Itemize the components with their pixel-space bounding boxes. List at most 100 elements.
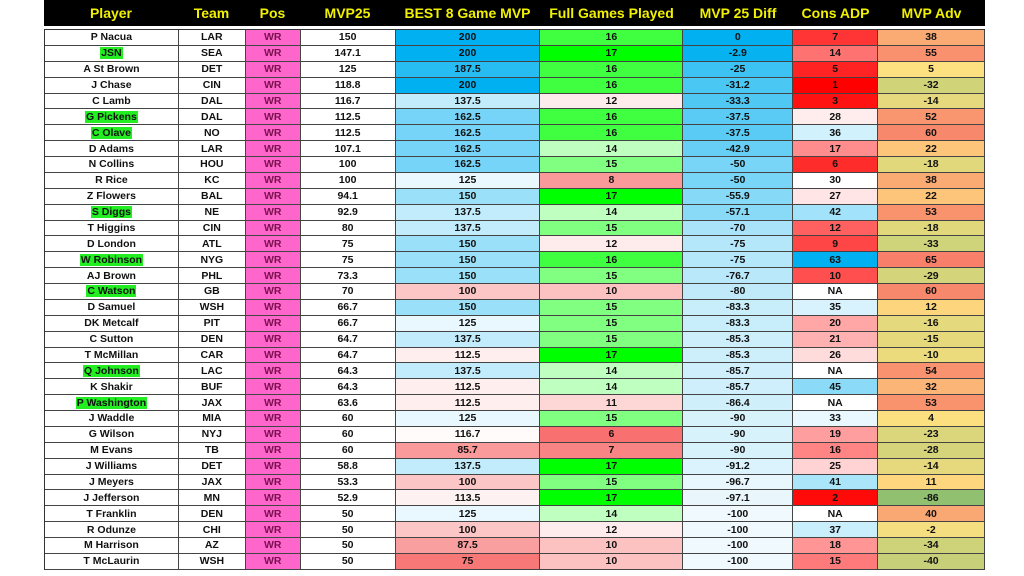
diff-cell[interactable]: -50 xyxy=(683,157,794,172)
header-player[interactable]: Player xyxy=(89,5,133,21)
best8-cell[interactable]: 137.5 xyxy=(395,458,541,474)
best8-cell[interactable]: 150 xyxy=(395,236,541,252)
diff-cell[interactable]: -96.7 xyxy=(683,474,794,490)
mvp25-cell[interactable]: 66.7 xyxy=(301,315,396,331)
pos-cell[interactable]: WR xyxy=(245,125,301,141)
adp-cell[interactable]: 17 xyxy=(793,141,879,156)
adp-cell[interactable]: 26 xyxy=(793,347,879,363)
player-cell[interactable]: M Harrison xyxy=(45,538,179,553)
player-cell[interactable]: C Sutton xyxy=(45,331,179,347)
adv-cell[interactable]: 32 xyxy=(878,379,985,395)
adv-cell[interactable]: 38 xyxy=(878,172,985,188)
player-cell[interactable]: T Higgins xyxy=(45,220,179,236)
games-cell[interactable]: 11 xyxy=(540,395,684,410)
team-cell[interactable]: CIN xyxy=(179,220,246,236)
mvp25-cell[interactable]: 100 xyxy=(301,172,396,188)
team-cell[interactable]: LAC xyxy=(179,363,246,379)
best8-cell[interactable]: 150 xyxy=(395,252,541,268)
adv-cell[interactable]: -10 xyxy=(878,347,985,363)
diff-cell[interactable]: -85.7 xyxy=(683,363,794,379)
adp-cell[interactable]: 15 xyxy=(793,553,879,569)
adv-cell[interactable]: -34 xyxy=(878,538,985,553)
player-cell[interactable]: P Nacua xyxy=(45,30,179,45)
adp-cell[interactable]: 21 xyxy=(793,331,879,347)
team-cell[interactable]: CIN xyxy=(179,77,246,93)
best8-cell[interactable]: 125 xyxy=(395,172,541,188)
team-cell[interactable]: DET xyxy=(179,61,246,77)
adv-cell[interactable]: -16 xyxy=(878,315,985,331)
pos-cell[interactable]: WR xyxy=(245,363,301,379)
diff-cell[interactable]: -97.1 xyxy=(683,490,794,506)
diff-cell[interactable]: -85.7 xyxy=(683,379,794,395)
games-cell[interactable]: 17 xyxy=(540,490,684,506)
mvp25-cell[interactable]: 112.5 xyxy=(301,109,396,125)
diff-cell[interactable]: 0 xyxy=(683,30,794,45)
team-cell[interactable]: NO xyxy=(179,125,246,141)
adp-cell[interactable]: 1 xyxy=(793,77,879,93)
header-team[interactable]: Team xyxy=(193,5,230,21)
team-cell[interactable]: BUF xyxy=(179,379,246,395)
mvp25-cell[interactable]: 75 xyxy=(301,252,396,268)
player-cell[interactable]: DK Metcalf xyxy=(45,315,179,331)
adp-cell[interactable]: 14 xyxy=(793,45,879,61)
adv-cell[interactable]: 11 xyxy=(878,474,985,490)
pos-cell[interactable]: WR xyxy=(245,553,301,569)
team-cell[interactable]: DAL xyxy=(179,109,246,125)
adv-cell[interactable]: -2 xyxy=(878,522,985,537)
player-cell[interactable]: Q Johnson xyxy=(45,363,179,379)
mvp25-cell[interactable]: 150 xyxy=(301,30,396,45)
diff-cell[interactable]: -76.7 xyxy=(683,268,794,283)
team-cell[interactable]: DAL xyxy=(179,93,246,109)
adv-cell[interactable]: -15 xyxy=(878,331,985,347)
pos-cell[interactable]: WR xyxy=(245,474,301,490)
diff-cell[interactable]: -70 xyxy=(683,220,794,236)
adv-cell[interactable]: -23 xyxy=(878,426,985,442)
pos-cell[interactable]: WR xyxy=(245,157,301,172)
pos-cell[interactable]: WR xyxy=(245,93,301,109)
adp-cell[interactable]: 37 xyxy=(793,522,879,537)
adp-cell[interactable]: 9 xyxy=(793,236,879,252)
mvp25-cell[interactable]: 53.3 xyxy=(301,474,396,490)
games-cell[interactable]: 12 xyxy=(540,522,684,537)
header-best8[interactable]: BEST 8 Game MVP xyxy=(404,5,531,21)
adp-cell[interactable]: NA xyxy=(793,395,879,410)
best8-cell[interactable]: 75 xyxy=(395,553,541,569)
adp-cell[interactable]: NA xyxy=(793,506,879,522)
best8-cell[interactable]: 100 xyxy=(395,284,541,299)
best8-cell[interactable]: 85.7 xyxy=(395,442,541,458)
team-cell[interactable]: DEN xyxy=(179,331,246,347)
mvp25-cell[interactable]: 60 xyxy=(301,426,396,442)
diff-cell[interactable]: -100 xyxy=(683,522,794,537)
player-cell[interactable]: J Williams xyxy=(45,458,179,474)
mvp25-cell[interactable]: 147.1 xyxy=(301,45,396,61)
header-games[interactable]: Full Games Played xyxy=(549,5,674,21)
adp-cell[interactable]: 20 xyxy=(793,315,879,331)
diff-cell[interactable]: -90 xyxy=(683,426,794,442)
best8-cell[interactable]: 125 xyxy=(395,506,541,522)
adp-cell[interactable]: 63 xyxy=(793,252,879,268)
player-cell[interactable]: M Evans xyxy=(45,442,179,458)
games-cell[interactable]: 8 xyxy=(540,172,684,188)
games-cell[interactable]: 15 xyxy=(540,411,684,426)
mvp25-cell[interactable]: 64.3 xyxy=(301,363,396,379)
adv-cell[interactable]: -14 xyxy=(878,93,985,109)
pos-cell[interactable]: WR xyxy=(245,442,301,458)
team-cell[interactable]: TB xyxy=(179,442,246,458)
adp-cell[interactable]: 10 xyxy=(793,268,879,283)
team-cell[interactable]: LAR xyxy=(179,30,246,45)
games-cell[interactable]: 17 xyxy=(540,347,684,363)
player-cell[interactable]: C Watson xyxy=(45,284,179,299)
adp-cell[interactable]: 45 xyxy=(793,379,879,395)
adv-cell[interactable]: 53 xyxy=(878,204,985,220)
player-cell[interactable]: G Wilson xyxy=(45,426,179,442)
best8-cell[interactable]: 137.5 xyxy=(395,331,541,347)
player-cell[interactable]: R Rice xyxy=(45,172,179,188)
games-cell[interactable]: 16 xyxy=(540,61,684,77)
team-cell[interactable]: WSH xyxy=(179,299,246,315)
best8-cell[interactable]: 200 xyxy=(395,77,541,93)
player-cell[interactable]: T McMillan xyxy=(45,347,179,363)
adv-cell[interactable]: 60 xyxy=(878,284,985,299)
games-cell[interactable]: 15 xyxy=(540,474,684,490)
team-cell[interactable]: JAX xyxy=(179,395,246,410)
adp-cell[interactable]: 16 xyxy=(793,442,879,458)
